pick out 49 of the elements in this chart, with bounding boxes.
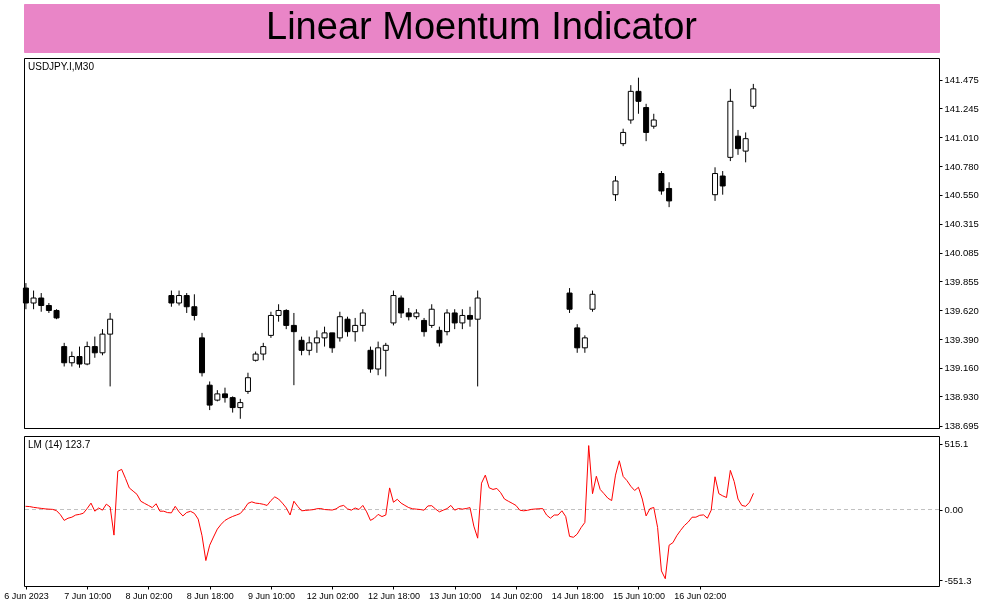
x-tick-label: 8 Jun 02:00 (125, 590, 173, 601)
y-tick-label: 138.695 (944, 420, 979, 432)
x-tick-label: 8 Jun 18:00 (186, 590, 234, 601)
y-tick-label: 515.1 (944, 438, 969, 450)
y-tick-label: 141.010 (944, 131, 979, 143)
y-tick-label: 140.780 (944, 160, 979, 172)
y-tick-label: 140.315 (944, 218, 979, 230)
y-tick-label: 139.855 (944, 275, 979, 287)
candlestick (421, 317, 428, 338)
y-tick-label: 141.475 (944, 74, 979, 86)
candlestick (612, 175, 619, 202)
chart-title: Linear Moentum Indicator (266, 5, 698, 47)
candlestick (359, 308, 366, 333)
candlestick (735, 129, 742, 156)
x-tick-label: 16 Jun 02:00 (674, 590, 727, 601)
candlestick (382, 342, 389, 377)
x-tick-label: 13 Jun 10:00 (429, 590, 482, 601)
candlestick (428, 303, 435, 329)
y-tick-label: 139.620 (944, 304, 979, 316)
y-tick-label: 140.085 (944, 247, 979, 259)
candlestick (61, 342, 68, 367)
candlestick (750, 83, 757, 110)
x-tick-label: 14 Jun 02:00 (490, 590, 543, 601)
candlestick (589, 290, 596, 313)
y-tick-label: 141.245 (944, 102, 979, 114)
candlestick (244, 372, 251, 395)
y-tick-label: 139.160 (944, 362, 979, 374)
candlestick (474, 290, 481, 387)
candlestick (742, 131, 749, 163)
candlestick (221, 387, 228, 404)
candlestick (566, 287, 573, 314)
x-tick-label: 6 Jun 2023 (4, 590, 49, 601)
y-tick-label: 0.00 (944, 504, 963, 516)
x-tick-label: 12 Jun 02:00 (306, 590, 359, 601)
y-tick-label: 140.550 (944, 189, 979, 201)
x-tick-label: 15 Jun 10:00 (612, 590, 665, 601)
candlestick (712, 166, 719, 202)
x-tick-label: 9 Jun 10:00 (247, 590, 295, 601)
candlestick (290, 312, 297, 386)
candlestick (574, 323, 581, 354)
y-tick-label: -551.3 (944, 574, 972, 586)
chart-title: LM (14) 123.7 (28, 439, 91, 450)
x-tick-label: 14 Jun 18:00 (551, 590, 604, 601)
chart-subtitle: USDJPY.I,M30 (28, 61, 95, 72)
y-tick-label: 139.390 (944, 333, 979, 345)
x-tick-label: 7 Jun 10:00 (64, 590, 112, 601)
y-tick-label: 138.930 (944, 390, 979, 402)
x-tick-label: 12 Jun 18:00 (367, 590, 420, 601)
candlestick (719, 170, 726, 196)
